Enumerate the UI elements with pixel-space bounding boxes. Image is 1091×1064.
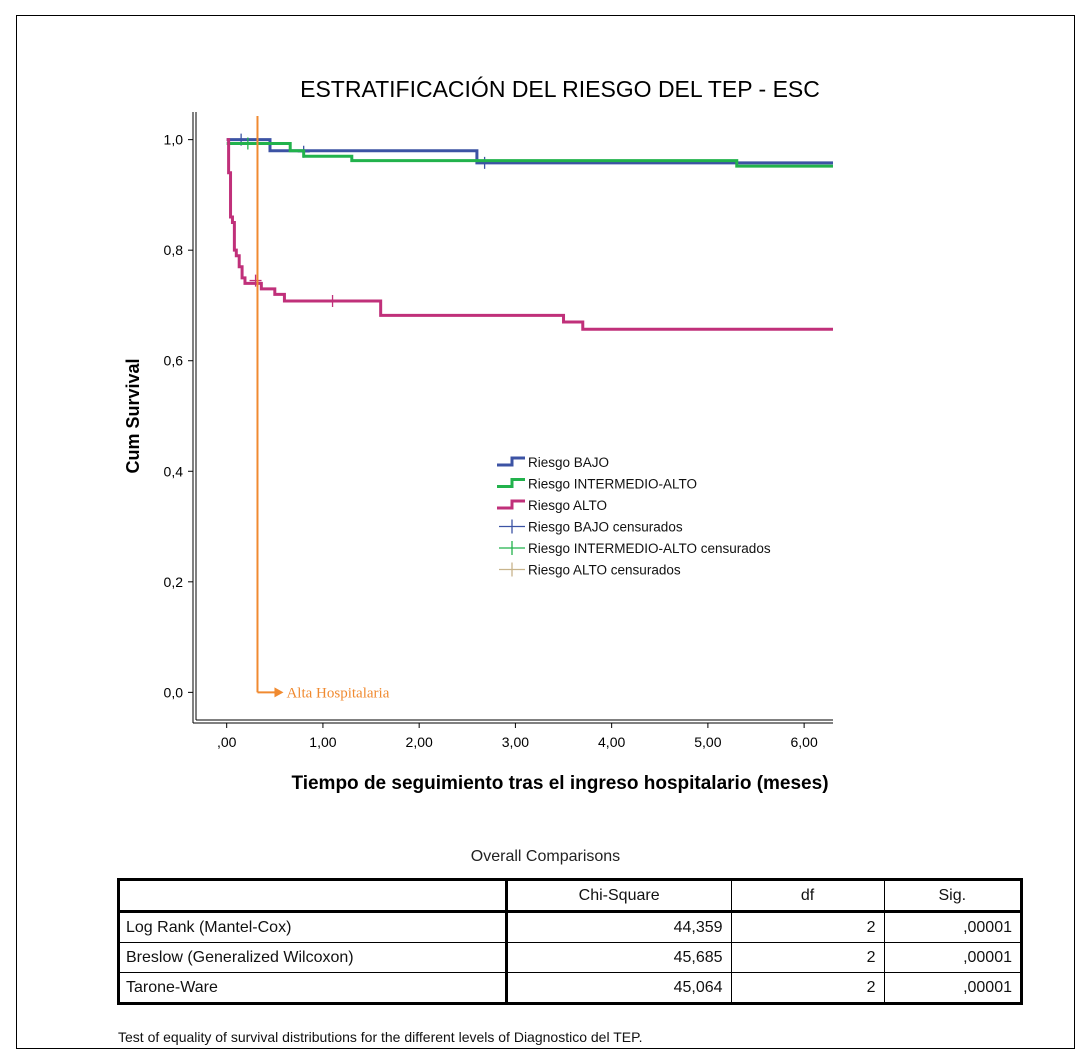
legend-label: Riesgo ALTO censurados (528, 563, 681, 578)
row-label: Breslow (Generalized Wilcoxon) (118, 942, 508, 973)
legend-censor-swatch (499, 519, 525, 534)
x-tick-label: 6,00 (791, 734, 818, 750)
row-chi: 45,685 (505, 942, 732, 973)
censor-mark (326, 295, 339, 308)
y-tick-label: 0,6 (164, 353, 184, 369)
row-label: Tarone-Ware (118, 972, 508, 1004)
legend-label: Riesgo INTERMEDIO-ALTO (528, 477, 697, 492)
x-tick-label: 3,00 (502, 734, 529, 750)
legend-censor-swatch (499, 562, 525, 577)
y-tick-label: 1,0 (164, 132, 184, 148)
comparisons-title: Overall Comparisons (470, 848, 621, 865)
survival-chart: 0,0 0,2 0,4 0,6 0,8 1,0 ,00 1,00 2,00 3,00 4,00 5,0… (123, 112, 833, 750)
row-label: Log Rank (Mantel-Cox) (118, 911, 508, 943)
row-df: 2 (730, 972, 885, 1004)
table-header-row: Chi-Square df Sig. (118, 879, 1023, 913)
chart-axes: 0,0 0,2 0,4 0,6 0,8 1,0 ,00 1,00 2,00 3,00 4,00 5,0… (123, 112, 833, 750)
x-tick-label: 5,00 (694, 734, 721, 750)
row-df: 2 (730, 911, 885, 943)
table-row: Log Rank (Mantel-Cox) 44,359 2 ,00001 (118, 911, 1023, 943)
row-sig: ,00001 (883, 972, 1023, 1004)
comparisons-table: Chi-Square df Sig. Log Rank (Mantel-Cox)… (117, 878, 1023, 1005)
series-line-2 (226, 138, 833, 331)
header-chi-square: Chi-Square (505, 879, 732, 913)
footnote: Test of equality of survival distributio… (118, 1029, 643, 1045)
header-blank (118, 879, 508, 913)
chart-annotation: Alta Hospitalaria (256, 116, 390, 701)
legend-label: Riesgo INTERMEDIO-ALTO censurados (528, 541, 771, 556)
y-tick-label: 0,0 (164, 684, 184, 700)
header-sig: Sig. (883, 879, 1023, 913)
row-df: 2 (730, 942, 885, 973)
series-line-0 (226, 138, 833, 165)
x-tick-label: 1,00 (309, 734, 336, 750)
censor-mark (478, 156, 491, 169)
row-sig: ,00001 (883, 911, 1023, 943)
legend-label: Riesgo ALTO (528, 498, 607, 513)
legend-swatch (497, 499, 525, 510)
annotation-label: Alta Hospitalaria (286, 685, 389, 701)
censor-mark (241, 137, 254, 150)
legend-swatch (497, 478, 525, 488)
row-sig: ,00001 (883, 942, 1023, 973)
legend-label: Riesgo BAJO (528, 455, 609, 470)
table-row: Breslow (Generalized Wilcoxon) 45,685 2 … (118, 942, 1023, 973)
table-row: Tarone-Ware 45,064 2 ,00001 (118, 972, 1023, 1004)
annotation-arrowhead (274, 687, 284, 698)
chart-title: ESTRATIFICACIÓN DEL RIESGO DEL TEP - ESC (300, 76, 820, 102)
series-line-1 (226, 142, 833, 168)
legend-censor-swatch (499, 541, 525, 555)
legend-swatch (497, 456, 525, 467)
y-tick-label: 0,2 (164, 574, 184, 590)
legend-label: Riesgo BAJO censurados (528, 520, 683, 535)
y-axis-label: Cum Survival (123, 358, 143, 473)
x-tick-label: 4,00 (598, 734, 625, 750)
censor-mark (249, 274, 262, 287)
x-tick-label: 2,00 (406, 734, 433, 750)
x-tick-label: ,00 (217, 734, 237, 750)
y-tick-label: 0,4 (164, 463, 184, 479)
x-axis-label: Tiempo de seguimiento tras el ingreso ho… (291, 773, 829, 794)
header-df: df (730, 879, 885, 913)
chart-series (226, 133, 833, 331)
row-chi: 45,064 (505, 972, 732, 1004)
chart-legend: Riesgo BAJO Riesgo INTERMEDIO-ALTO Riesgo … (497, 455, 771, 578)
y-tick-label: 0,8 (164, 242, 184, 258)
row-chi: 44,359 (505, 911, 732, 943)
